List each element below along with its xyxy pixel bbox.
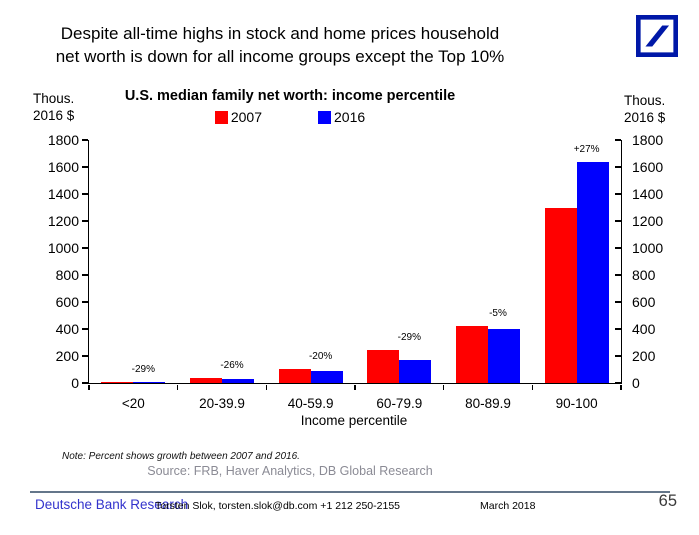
footer-divider — [30, 491, 670, 493]
y-axis-tick-right — [615, 139, 621, 141]
y-axis-tick-left — [81, 247, 88, 249]
bar-2016-60-79.9 — [399, 359, 432, 383]
y-axis-unit-right: Thous. 2016 $ — [624, 92, 665, 126]
chart-note: Note: Percent shows growth between 2007 … — [62, 451, 300, 462]
y-axis-label-right: 1200 — [632, 213, 664, 229]
legend-item-2016: 2016 — [318, 109, 365, 125]
legend-swatch-2016 — [318, 110, 331, 124]
x-axis-category-label: <20 — [121, 396, 145, 411]
deutsche-bank-logo-icon — [636, 15, 678, 57]
y-axis-label-right: 1800 — [632, 132, 664, 148]
y-axis-label-right: 800 — [632, 267, 656, 283]
y-axis-label-left: 600 — [55, 294, 79, 310]
y-axis-tick-right — [615, 301, 621, 303]
y-axis-tick-left — [81, 193, 88, 195]
x-axis-tick — [88, 385, 90, 390]
footer-contact: Torsten Slok, torsten.slok@db.com +1 212… — [155, 500, 401, 512]
y-axis-tick-left — [81, 274, 88, 276]
bar-2007-20-39.9 — [190, 377, 222, 383]
page-title-line1: Despite all-time highs in stock and home… — [60, 24, 500, 43]
y-axis-tick-right — [615, 193, 621, 195]
y-axis-label-left: 800 — [55, 267, 79, 283]
y-axis-label-right: 1600 — [632, 159, 664, 175]
x-axis-title: Income percentile — [300, 413, 408, 428]
bar-2016-20-39.9 — [222, 378, 254, 383]
y-axis-tick-right — [615, 274, 621, 276]
y-axis-label-left: 200 — [55, 348, 79, 364]
y-axis-label-right: 0 — [632, 375, 640, 391]
y-axis-unit-left-line2: 2016 $ — [33, 108, 75, 123]
y-axis-label-left: 1400 — [47, 186, 79, 202]
bar-growth-label: -5% — [489, 308, 507, 320]
y-axis-label-left: 1800 — [47, 132, 79, 148]
y-axis-tick-right — [615, 220, 621, 222]
y-axis-tick-left — [81, 139, 88, 141]
bar-2016-90-100 — [576, 161, 609, 383]
y-axis-label-right: 600 — [632, 294, 656, 310]
bar-2007-60-79.9 — [367, 349, 400, 383]
legend-label-2016: 2016 — [334, 109, 366, 125]
legend-label-2007: 2007 — [230, 109, 262, 125]
footer-date: March 2018 — [480, 500, 536, 512]
y-axis-label-right: 200 — [632, 348, 656, 364]
y-axis-label-left: 0 — [71, 375, 79, 391]
x-axis-tick — [442, 385, 445, 390]
bar-2007-90-100 — [544, 207, 577, 383]
x-axis-tick — [176, 385, 179, 390]
y-axis-label-left: 1200 — [47, 213, 79, 229]
chart-source: Source: FRB, Haver Analytics, DB Global … — [147, 464, 433, 478]
bar-2007-80-89.9 — [456, 326, 488, 383]
plot-area: 0 0 200 200 400 400 600 600 800 800 1000 1000 1200 12… — [48, 132, 663, 411]
bar-2007-40-59.9 — [278, 368, 311, 383]
page-title-line2: net worth is down for all income groups … — [55, 47, 505, 66]
y-axis-tick-right — [615, 328, 621, 330]
legend-swatch-2007 — [214, 110, 228, 124]
bar-2016-40-59.9 — [310, 371, 343, 383]
y-axis-label-right: 400 — [632, 321, 656, 337]
y-axis-unit-right-line1: Thous. — [624, 93, 666, 108]
y-axis-tick-left — [81, 355, 88, 357]
x-axis-category-label: 60-79.9 — [376, 396, 423, 411]
y-axis-tick-left — [81, 301, 88, 303]
y-axis-label-right: 1400 — [632, 186, 664, 202]
chart-title: U.S. median family net worth: income per… — [124, 88, 456, 104]
y-axis-tick-left — [81, 166, 88, 168]
page-title: Despite all-time highs in stock and home… — [0, 22, 560, 68]
x-axis-category-label: 20-39.9 — [199, 396, 245, 411]
x-axis-tick — [620, 385, 622, 390]
y-axis-tick-left — [81, 382, 88, 384]
bar-growth-label: -29% — [397, 331, 421, 343]
x-axis-tick — [265, 385, 268, 390]
y-axis-unit-right-line2: 2016 $ — [624, 110, 666, 125]
footer-brand: Deutsche Bank Research — [35, 497, 189, 512]
page-number: 65 — [658, 492, 677, 510]
bar-growth-label: -20% — [308, 350, 333, 362]
y-axis-unit-left: Thous. 2016 $ — [33, 90, 74, 124]
x-axis-tick — [531, 385, 534, 390]
chart-legend: 2007 2016 — [0, 109, 580, 125]
y-axis-unit-left-line1: Thous. — [33, 91, 75, 106]
x-axis-category-label: 40-59.9 — [287, 396, 334, 411]
y-axis-tick-right — [615, 166, 621, 168]
x-axis-category-label: 90-100 — [555, 396, 598, 411]
bar-2007-<20 — [101, 381, 134, 383]
y-axis-label-right: 1000 — [632, 240, 664, 256]
bar-2016-80-89.9 — [488, 329, 520, 383]
bar-growth-label: +27% — [573, 143, 600, 155]
y-axis-tick-right — [615, 355, 621, 357]
x-axis-category-label: 80-89.9 — [465, 396, 511, 411]
y-axis-tick-right — [615, 247, 621, 249]
bar-2016-<20 — [133, 382, 166, 383]
x-axis-tick — [354, 385, 356, 390]
y-axis-tick-left — [81, 328, 88, 330]
y-axis-label-left: 1600 — [47, 159, 79, 175]
bar-growth-label: -29% — [131, 363, 155, 375]
legend-item-2007: 2007 — [214, 109, 262, 125]
y-axis-label-left: 400 — [55, 321, 79, 337]
y-axis-tick-right — [615, 382, 621, 384]
bar-growth-label: -26% — [220, 359, 244, 371]
y-axis-tick-left — [81, 220, 88, 222]
y-axis-label-left: 1000 — [47, 240, 79, 256]
